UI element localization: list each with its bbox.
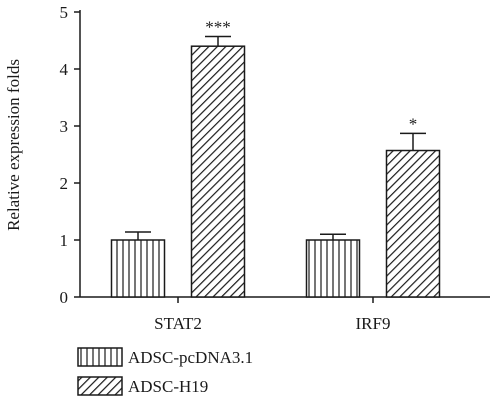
y-tick-label: 1 (60, 231, 69, 250)
y-tick-label: 2 (60, 174, 69, 193)
x-tick-label: IRF9 (356, 314, 391, 333)
y-tick-label: 5 (60, 3, 69, 22)
bars: **** (110, 18, 441, 298)
y-axis-label: Relative expression folds (4, 59, 23, 231)
significance-label: *** (205, 18, 231, 37)
y-tick-label: 0 (60, 288, 69, 307)
y-tick-label: 3 (60, 117, 69, 136)
y-tick-label: 4 (60, 60, 69, 79)
bar (110, 239, 166, 298)
legend: ADSC-pcDNA3.1 ADSC-H19 (77, 347, 253, 396)
legend-label: ADSC-pcDNA3.1 (128, 348, 253, 367)
bar (305, 239, 361, 298)
bar (190, 45, 246, 298)
significance-label: * (409, 114, 418, 133)
x-tick-label: STAT2 (154, 314, 202, 333)
legend-label: ADSC-H19 (128, 377, 208, 396)
legend-swatch (77, 376, 123, 396)
bar (385, 149, 441, 298)
legend-swatch (77, 347, 123, 367)
